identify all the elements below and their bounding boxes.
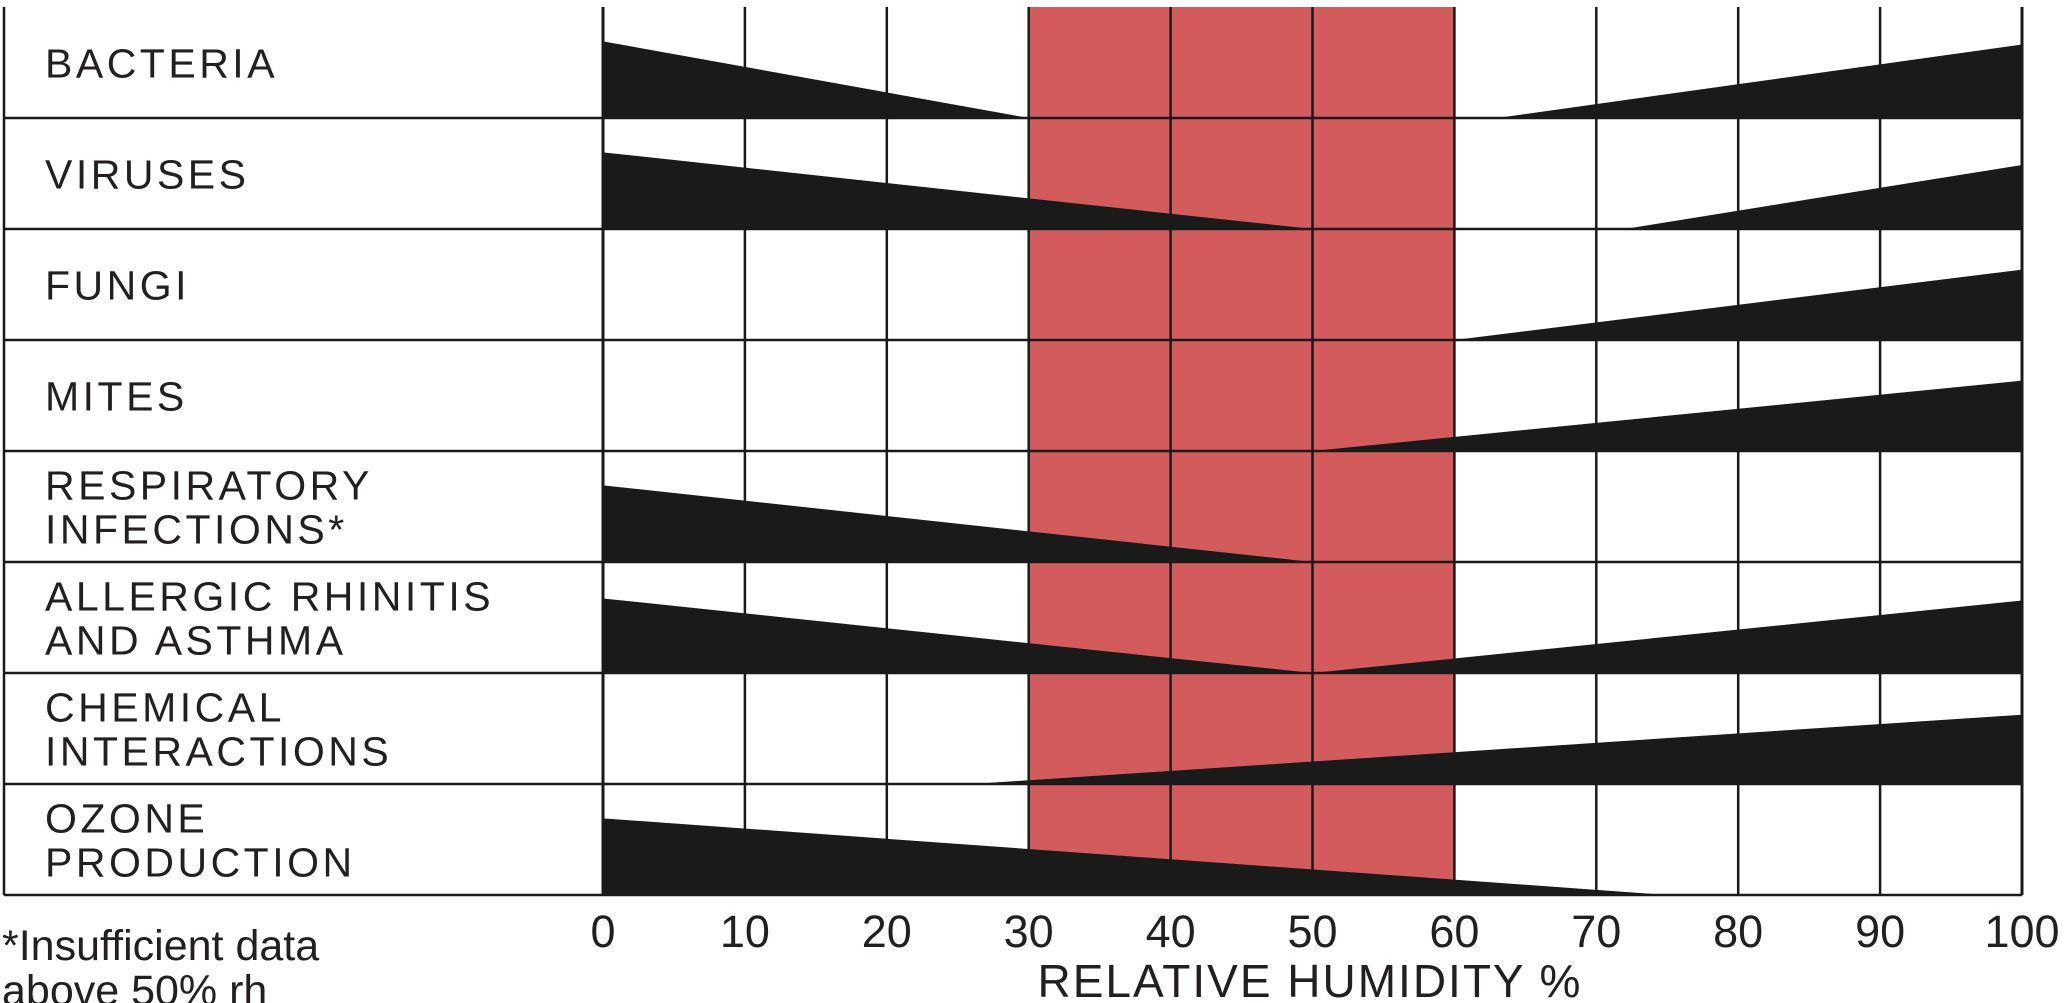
x-tick-label-50: 50 [1287,906,1337,957]
row-label-8-line-1: OZONE [45,796,208,842]
row-label-4: MITES [45,374,188,420]
x-tick-label-70: 70 [1571,906,1621,957]
x-tick-label-60: 60 [1429,906,1479,957]
row-label-6-line-2: AND ASTHMA [45,618,347,664]
wedge-row-2-2 [1624,164,2022,229]
x-tick-label-0: 0 [590,906,615,957]
footnote-line-1: *Insufficient data [2,922,319,970]
row-label-1: BACTERIA [45,41,278,87]
row-label-5-line-2: INFECTIONS* [45,507,348,553]
x-tick-label-30: 30 [1004,906,1054,957]
wedge-row-4-1 [1312,380,2022,451]
wedge-row-6-2 [1312,600,2022,673]
wedge-row-1-1 [603,41,1029,118]
row-label-layer: BACTERIA VIRUSES FUNGI MITES RESPIRATORYINFE… [45,41,494,886]
row-label-2: VIRUSES [45,152,250,198]
row-label-3: FUNGI [45,263,190,309]
wedge-row-1-2 [1496,44,2022,118]
wedge-row-7-1 [971,714,2023,784]
wedge-row-6-1 [603,598,1313,673]
x-axis: 0 10 20 30 40 50 60 70 80 90 100 [590,906,2059,957]
row-label-5-line-1: RESPIRATORY [45,463,373,509]
x-axis-title: RELATIVE HUMIDITY % [1038,955,1583,1003]
footnote-line-2: above 50% rh [2,967,267,1003]
x-tick-label-20: 20 [862,906,912,957]
grid-layer [2,7,2024,897]
x-tick-label-90: 90 [1855,906,1905,957]
x-tick-label-100: 100 [1984,906,2059,957]
x-tick-label-80: 80 [1713,906,1763,957]
row-label-8-line-2: PRODUCTION [45,840,356,886]
row-label-6-line-1: ALLERGIC RHINITIS [45,574,494,620]
wedge-row-2-1 [603,152,1313,229]
x-tick-label-10: 10 [720,906,770,957]
wedge-layer [603,41,2023,895]
wedge-row-5-1 [603,485,1313,562]
row-label-7-line-1: CHEMICAL [45,685,285,731]
row-label-7-line-2: INTERACTIONS [45,729,392,775]
wedge-row-8-1 [603,818,1668,895]
x-tick-label-40: 40 [1146,906,1196,957]
